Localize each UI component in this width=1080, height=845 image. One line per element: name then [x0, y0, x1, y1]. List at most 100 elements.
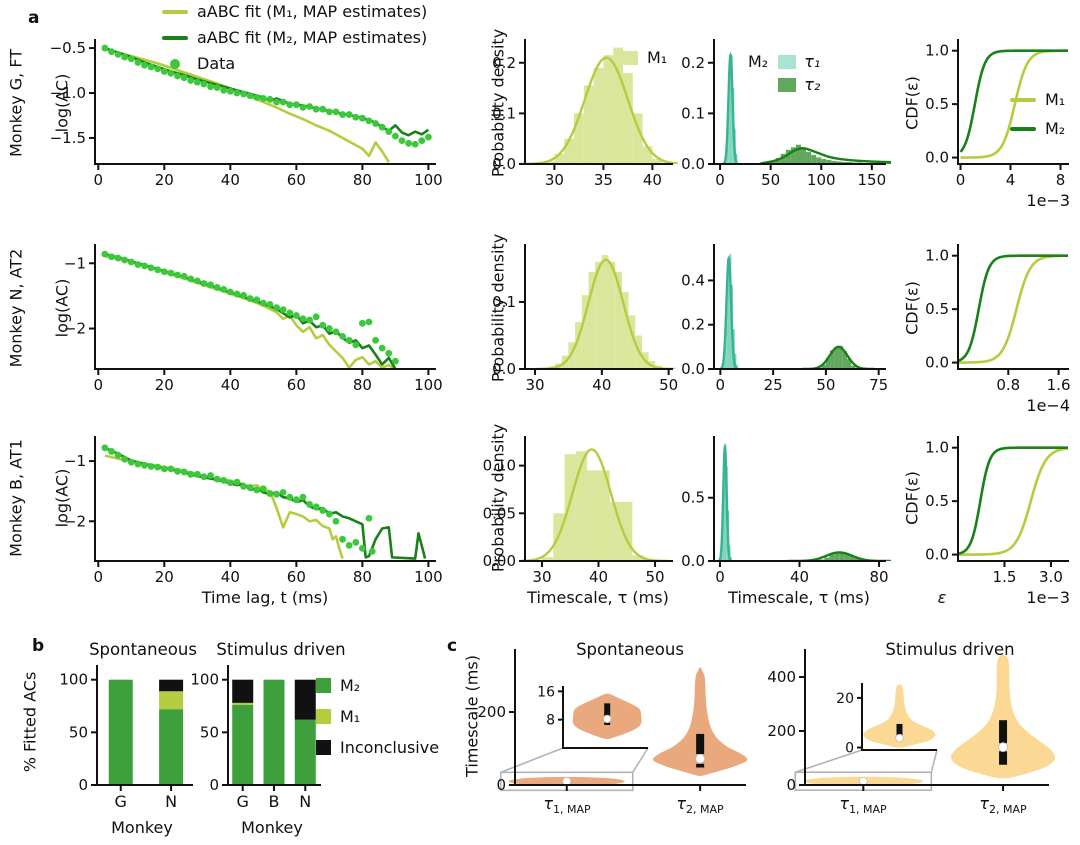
chart-m1-3: 0.00 0.05 0.10 30 40 50: [483, 436, 673, 586]
ylabel-pct-fitted: % Fitted ACs: [20, 671, 40, 773]
xlabel-timescale-m1: Timescale, τ (ms): [527, 588, 669, 607]
svg-text:400: 400: [767, 668, 796, 686]
m2-bar-swatch-icon: [316, 678, 331, 693]
svg-text:80: 80: [353, 171, 372, 189]
svg-text:30: 30: [545, 171, 564, 189]
svg-text:0: 0: [94, 171, 104, 189]
svg-text:4: 4: [1006, 171, 1016, 189]
tau-base: τ: [543, 794, 553, 813]
svg-text:0.0: 0.0: [492, 360, 516, 378]
tick-label-tau2-stim: τ2, MAP: [979, 794, 1026, 816]
svg-text:40: 40: [643, 171, 662, 189]
svg-text:−1: −1: [64, 452, 86, 470]
data-dot-swatch-icon: [170, 58, 180, 69]
svg-text:0: 0: [78, 776, 88, 794]
svg-text:100: 100: [414, 376, 443, 394]
ylabel-cdf-2: CDF(ε): [902, 281, 922, 335]
chart-m1-1: 0.0 0.1 0.2 30 35 40: [492, 39, 678, 189]
tau-base: τ: [676, 794, 686, 813]
svg-text:150: 150: [858, 171, 887, 189]
svg-text:1.0: 1.0: [925, 42, 949, 60]
svg-text:G: G: [115, 792, 127, 811]
svg-text:60: 60: [287, 376, 306, 394]
svg-text:80: 80: [869, 568, 888, 586]
chart-cdf-3: 0.0 0.5 1.0 1.5 3.0: [925, 436, 1069, 586]
legend-label: Inconclusive: [340, 738, 440, 757]
legend-label: M₂: [340, 676, 361, 695]
tau2-legend-label: τ₂: [804, 75, 821, 94]
svg-text:8: 8: [1056, 171, 1066, 189]
chart-ac-2: −1 −2 0 20 40 60 80 100: [64, 244, 443, 394]
chart-m2-1: 0.0 0.1 0.2 0 50 100 150: [681, 39, 891, 189]
svg-text:0.5: 0.5: [925, 492, 949, 510]
svg-text:0.05: 0.05: [483, 504, 516, 522]
cdf-m1-line-swatch-icon: [1010, 97, 1036, 102]
svg-text:40: 40: [589, 568, 608, 586]
m2-hist-legend-title: M₂: [748, 52, 769, 71]
panel-letter-c: c: [447, 636, 458, 656]
chart-m1-2: 0.0 0.1 30 40 50: [492, 244, 678, 394]
svg-text:0: 0: [956, 171, 966, 189]
svg-text:0.5: 0.5: [925, 300, 949, 318]
tau-base: τ: [979, 794, 989, 813]
svg-text:0.8: 0.8: [996, 376, 1020, 394]
ylabel-cdf-1: CDF(ε): [902, 76, 922, 130]
svg-text:30: 30: [532, 568, 551, 586]
chart-vio-stim: 0 200 400 0 20: [767, 649, 1056, 794]
svg-text:100: 100: [59, 671, 88, 689]
m1-hist-swatch-icon: [620, 50, 638, 65]
svg-text:1.0: 1.0: [925, 439, 949, 457]
svg-text:100: 100: [807, 171, 836, 189]
panel-letter-a: a: [28, 8, 40, 28]
offset-label-row1: 1e−3: [1026, 191, 1070, 210]
svg-text:75: 75: [869, 376, 888, 394]
m1-bar-swatch-icon: [316, 709, 331, 724]
svg-text:100: 100: [414, 171, 443, 189]
panel-b-title-spontaneous: Spontaneous: [89, 640, 197, 659]
offset-label-row3: 1e−3: [1026, 588, 1070, 607]
svg-text:0.0: 0.0: [925, 546, 949, 564]
ylabel-probdensity-2: Probability density: [488, 233, 508, 383]
svg-text:50: 50: [69, 723, 88, 741]
svg-text:G: G: [237, 792, 249, 811]
svg-text:0: 0: [845, 741, 854, 757]
svg-text:0: 0: [94, 376, 104, 394]
svg-text:0.2: 0.2: [681, 316, 705, 334]
cdf-legend-m2: M₂: [1010, 119, 1065, 138]
legend-label: aABC fit (M₁, MAP estimates): [197, 2, 428, 21]
chart-vio-spont: 0 200 8 16: [477, 649, 748, 794]
svg-text:N: N: [165, 792, 177, 811]
svg-text:20: 20: [155, 171, 174, 189]
legend-label: aABC fit (M₂, MAP estimates): [197, 28, 428, 47]
svg-text:0: 0: [786, 776, 796, 794]
xlabel-monkey-stim: Monkey: [241, 818, 303, 837]
tau-sub: 2, MAP: [686, 803, 724, 817]
svg-text:40: 40: [221, 376, 240, 394]
svg-text:0.2: 0.2: [681, 54, 705, 72]
panel-c-title-stimulus: Stimulus driven: [885, 640, 1015, 659]
svg-text:0.5: 0.5: [681, 489, 705, 507]
svg-text:−1.0: −1.0: [50, 84, 86, 102]
svg-text:0.1: 0.1: [492, 293, 516, 311]
svg-text:100: 100: [414, 568, 443, 586]
tau2-legend-item: τ₂: [778, 75, 820, 94]
svg-text:−2: −2: [64, 320, 86, 338]
legend-item-m2-fit: aABC fit (M₂, MAP estimates): [162, 28, 427, 47]
svg-text:0.10: 0.10: [483, 457, 516, 475]
svg-text:60: 60: [287, 171, 306, 189]
svg-text:−1.5: −1.5: [50, 129, 86, 147]
svg-text:50: 50: [816, 376, 835, 394]
m2-hist-legend: M₂ τ₁ τ₂: [748, 52, 820, 94]
tau-sub: 1, MAP: [553, 803, 591, 817]
cdf-m1-label: M₁: [1045, 90, 1066, 109]
svg-text:0: 0: [715, 568, 725, 586]
chart-ac-3: −1 −2 0 20 40 60 80 100: [64, 436, 443, 586]
svg-text:200: 200: [767, 722, 796, 740]
xlabel-monkey-spont: Monkey: [111, 818, 173, 837]
row-label-monkey-n: Monkey N, AT2: [6, 248, 26, 368]
svg-text:0.4: 0.4: [681, 271, 705, 289]
svg-text:0.0: 0.0: [681, 155, 705, 173]
inconclusive-bar-swatch-icon: [316, 740, 331, 755]
svg-text:−2: −2: [64, 512, 86, 530]
svg-text:0.0: 0.0: [681, 360, 705, 378]
